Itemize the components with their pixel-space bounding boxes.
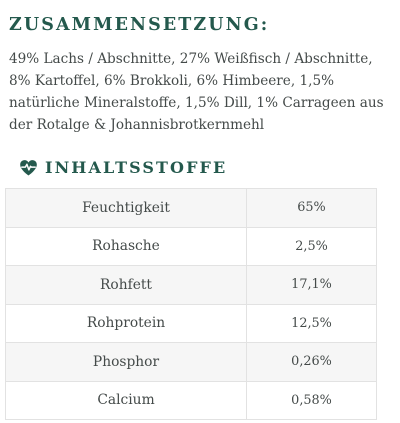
nutrient-name: Calcium	[5, 380, 247, 420]
nutrient-value: 0,26%	[246, 342, 377, 382]
nutrient-name: Feuchtigkeit	[5, 188, 247, 228]
nutrient-name: Rohasche	[5, 226, 247, 266]
nutrient-value: 0,58%	[246, 380, 377, 420]
table-row: Rohprotein 12,5%	[5, 303, 377, 343]
composition-heading: ZUSAMMENSETZUNG:	[9, 15, 270, 35]
nutrient-value: 65%	[246, 188, 377, 228]
table-row: Feuchtigkeit 65%	[5, 188, 377, 228]
nutrient-value: 2,5%	[246, 226, 377, 266]
nutrients-table: Feuchtigkeit 65% Rohasche 2,5% Rohfett 1…	[5, 188, 377, 420]
nutrients-title: INHALTSSTOFFE	[45, 157, 228, 177]
nutrient-value: 12,5%	[246, 303, 377, 343]
heart-pulse-icon	[19, 159, 38, 176]
table-row: Rohfett 17,1%	[5, 265, 377, 305]
nutrient-value: 17,1%	[246, 265, 377, 305]
nutrient-name: Phosphor	[5, 342, 247, 382]
table-row: Calcium 0,58%	[5, 380, 377, 420]
composition-text: 49% Lachs / Abschnitte, 27% Weißfisch / …	[9, 51, 384, 133]
table-row: Rohasche 2,5%	[5, 226, 377, 266]
nutrients-section-title: INHALTSSTOFFE	[19, 156, 227, 178]
nutrient-name: Rohprotein	[5, 303, 247, 343]
nutrient-name: Rohfett	[5, 265, 247, 305]
table-row: Phosphor 0,26%	[5, 342, 377, 382]
